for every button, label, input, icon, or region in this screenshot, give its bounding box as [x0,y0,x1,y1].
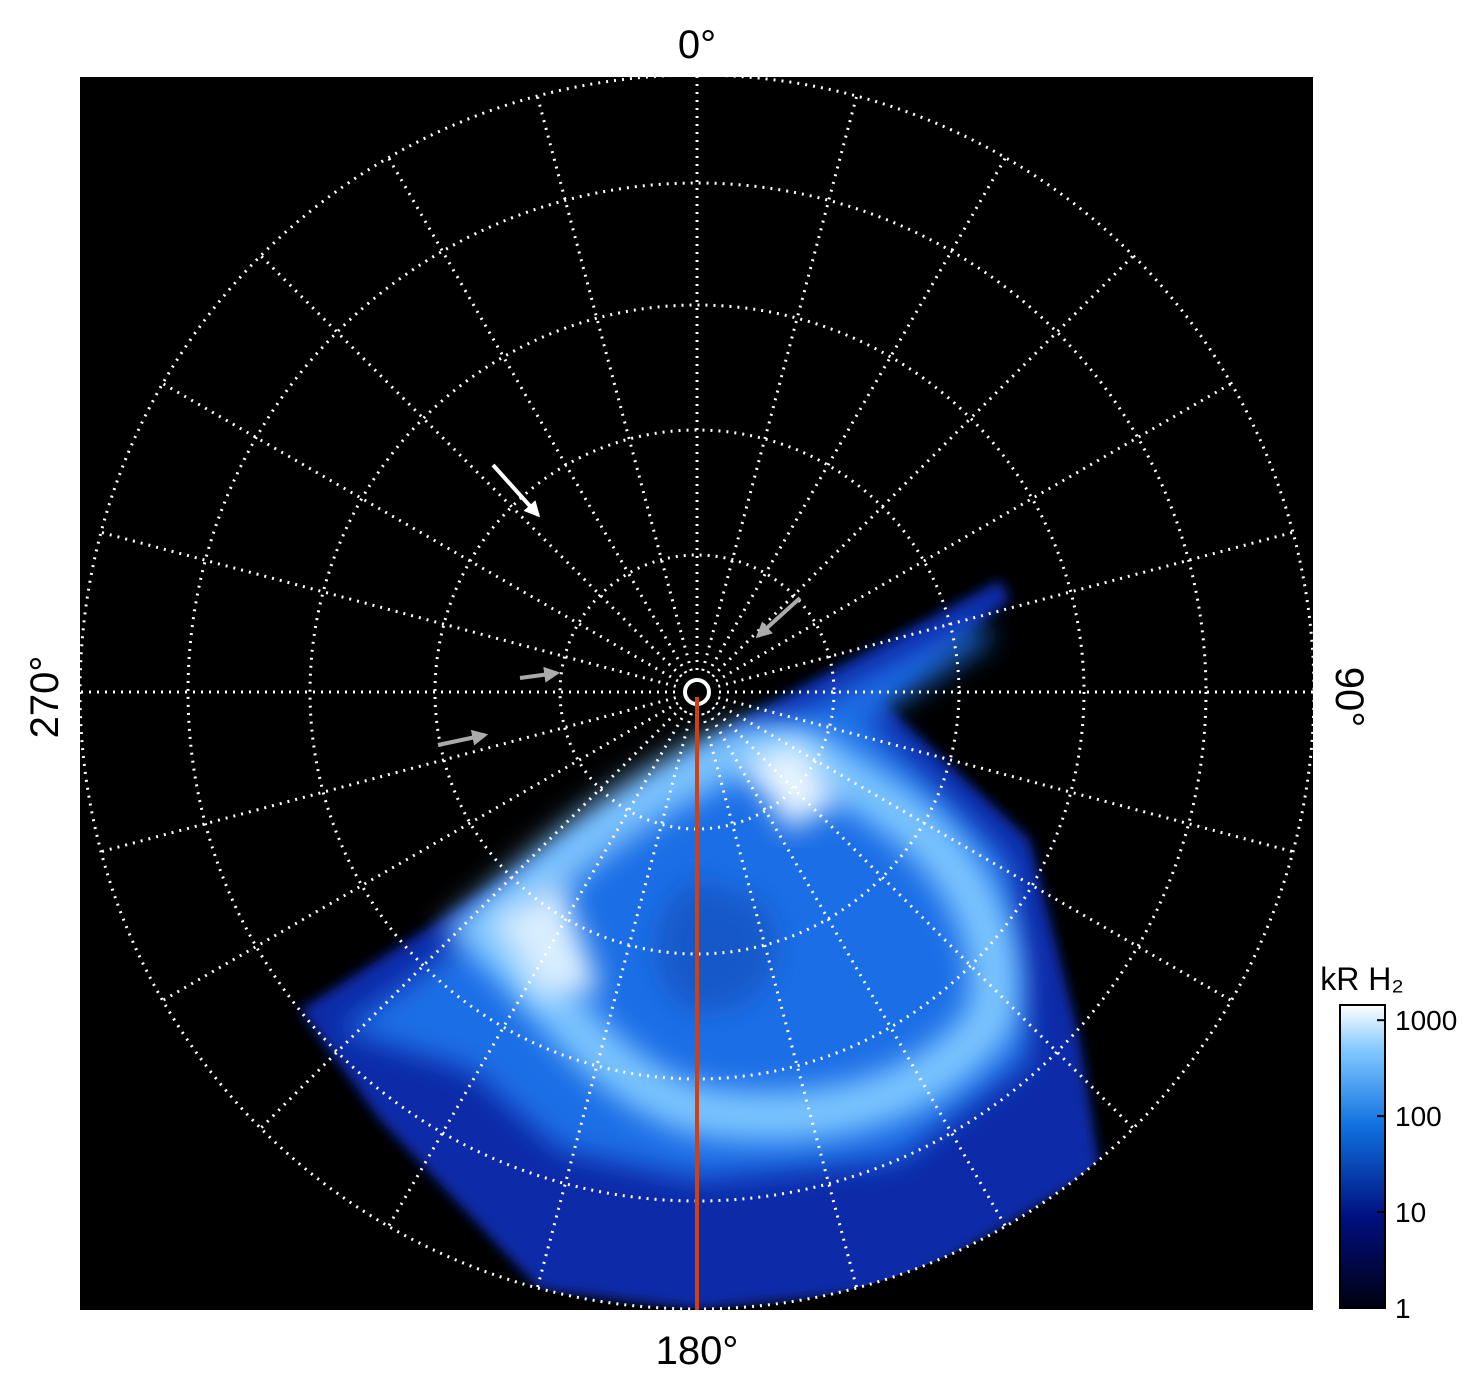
direction-label: 270° [23,656,67,739]
colorbar [1339,1004,1386,1309]
colorbar-axis: 1 10 100 1000 [1377,1005,1457,1324]
tick-label: 10 [1395,1197,1426,1228]
grid-spoke [706,710,1007,1228]
grid-spoke [717,530,1294,688]
direction-label: 0° [678,23,716,67]
grid-spoke [715,701,1233,1002]
arrow [519,666,561,683]
arrow [755,596,802,639]
grid-spoke [100,696,677,854]
grid-spoke [535,712,693,1289]
grid-spoke [706,156,1007,674]
grid-spoke [711,706,1135,1130]
grid-spoke [717,696,1294,854]
grid-spoke [387,156,688,674]
grid-spoke [701,712,859,1289]
grid-spoke [161,701,679,1002]
colorbar-title: kR H₂ [1320,961,1404,997]
arrow [491,463,541,518]
direction-label: 180° [656,1329,739,1373]
grid-spoke [701,95,859,672]
tick-label: 1000 [1395,1005,1457,1036]
tick-label: 100 [1395,1101,1442,1132]
direction-label: 90° [1327,667,1371,728]
grid-circle [308,303,1086,1081]
aurora [300,580,1100,1309]
grid-circle [186,181,1208,1203]
tick-label: 1 [1395,1293,1411,1324]
arrow [437,729,489,747]
grid-circle [558,553,836,831]
grid-spoke [259,706,683,1130]
grid-spoke [387,710,688,1228]
grid-spoke [161,382,679,683]
grid-spoke [715,382,1233,683]
grid-spoke [259,254,683,678]
grid-spoke [711,254,1135,678]
grid-spoke [100,530,677,688]
grid-spoke [535,95,693,672]
